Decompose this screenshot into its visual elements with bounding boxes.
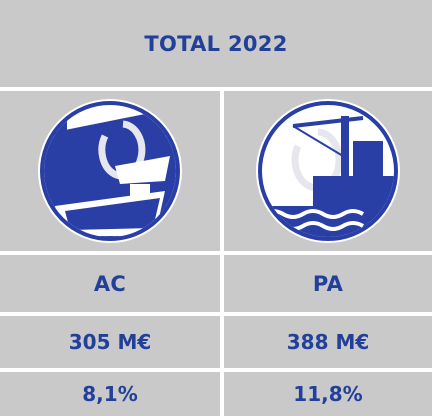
percent: 11,8% [293, 382, 362, 406]
header-cell: TOTAL 2022 [0, 0, 432, 87]
icon-ac [35, 96, 185, 246]
label-cell: PA [224, 255, 432, 312]
percent-cell: 11,8% [224, 372, 432, 416]
icon-pa [253, 96, 403, 246]
value-cell: 388 M€ [224, 316, 432, 368]
value: 388 M€ [287, 330, 370, 354]
icon-cell [224, 91, 432, 251]
label-cell: AC [0, 255, 220, 312]
label: PA [313, 272, 343, 296]
table: TOTAL 2022 [0, 0, 432, 416]
title: TOTAL 2022 [144, 32, 287, 56]
icon-cell [0, 91, 220, 251]
value-cell: 305 M€ [0, 316, 220, 368]
value: 305 M€ [69, 330, 152, 354]
label: AC [94, 272, 126, 296]
percent-cell: 8,1% [0, 372, 220, 416]
percent: 8,1% [82, 382, 137, 406]
